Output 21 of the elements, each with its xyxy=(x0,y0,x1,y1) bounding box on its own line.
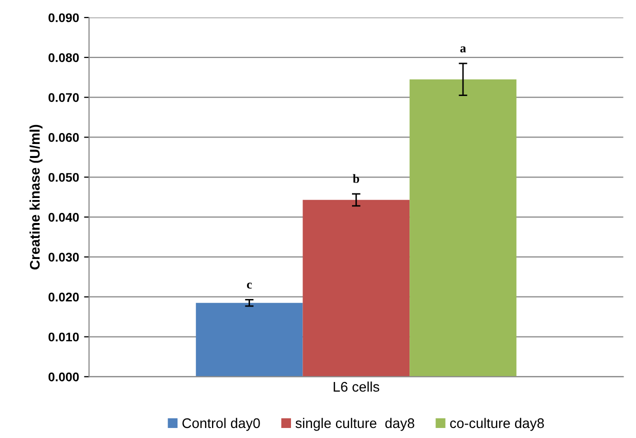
annotation: c xyxy=(246,282,252,289)
legend-label: single culture day8 xyxy=(296,418,414,431)
bar xyxy=(410,79,516,377)
bar xyxy=(196,302,303,377)
y-tick-label: 0.080 xyxy=(48,53,79,62)
legend-label: Control day0 xyxy=(182,418,260,431)
y-tick-label: 0.040 xyxy=(48,212,79,222)
y-tick-label: 0.070 xyxy=(48,93,79,102)
y-tick-label: 0.090 xyxy=(48,13,79,22)
legend-label: co-culture day8 xyxy=(450,418,544,431)
annotation: a xyxy=(460,46,466,52)
y-tick-label: 0.060 xyxy=(48,133,79,142)
y-tick-label: 0.050 xyxy=(48,172,79,182)
y-tick-label: 0.030 xyxy=(48,252,79,262)
y-axis-title: Creatine kinase (U/ml) xyxy=(30,124,42,270)
x-tick-label: L6 cells xyxy=(334,382,380,392)
bar xyxy=(302,200,410,377)
y-tick-label: 0.010 xyxy=(48,332,79,342)
y-tick-label: 0.000 xyxy=(48,372,79,382)
annotation: b xyxy=(352,174,360,183)
y-tick-label: 0.020 xyxy=(48,292,79,302)
